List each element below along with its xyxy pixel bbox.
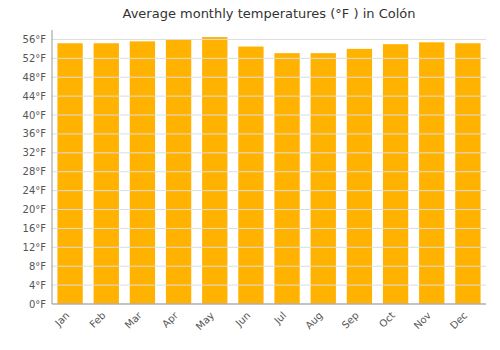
bar [383,44,408,304]
x-tick-label: Jul [271,310,288,327]
y-tick-label: 0°F [29,299,46,310]
x-tick-label: Apr [160,309,181,330]
x-tick-label: Jun [233,310,253,330]
grid-line [52,171,486,172]
y-tick-label: 16°F [23,223,47,234]
y-tick-label: 8°F [29,261,46,272]
grid-line [52,247,486,248]
y-tick-label: 36°F [23,128,47,139]
x-tick-label: Aug [303,310,325,332]
y-tick-label: 32°F [23,147,47,158]
bar [455,43,480,304]
grid-line [52,190,486,191]
y-tick-label: 44°F [23,91,47,102]
y-tick-label: 4°F [29,280,46,291]
grid-line [52,133,486,134]
x-tick-label: Sep [340,310,361,331]
y-tick-label: 56°F [23,34,47,45]
bar [57,43,82,304]
x-axis-line [52,304,486,305]
x-tick-label: Dec [448,310,469,331]
x-tick-label: Feb [87,310,107,330]
x-tick-label: Oct [377,310,397,330]
x-tick-label: Nov [412,310,434,332]
grid-line [52,285,486,286]
grid-line [52,39,486,40]
grid-line [52,152,486,153]
x-tick-label: Jan [52,310,71,329]
bar [419,42,444,304]
grid-line [52,209,486,210]
y-tick-label: 52°F [23,53,47,64]
bar [130,41,155,304]
y-tick-label: 48°F [23,72,47,83]
bar [94,43,119,304]
grid-line [52,228,486,229]
y-axis-line [52,30,53,304]
y-tick-label: 24°F [23,185,47,196]
y-tick-label: 20°F [23,204,47,215]
y-tick-label: 28°F [23,166,47,177]
grid-line [52,77,486,78]
x-tick-label: Mar [123,309,145,331]
y-tick-label: 12°F [23,242,47,253]
grid-line [52,58,486,59]
grid-line [52,304,486,305]
chart: Average monthly temperatures (°F ) in Co… [0,0,500,350]
grid-line [52,115,486,116]
title: Average monthly temperatures (°F ) in Co… [123,6,416,21]
grid-line [52,96,486,97]
x-tick-label: May [194,310,216,332]
grid-line [52,266,486,267]
bar [238,47,263,304]
y-tick-label: 40°F [23,110,47,121]
